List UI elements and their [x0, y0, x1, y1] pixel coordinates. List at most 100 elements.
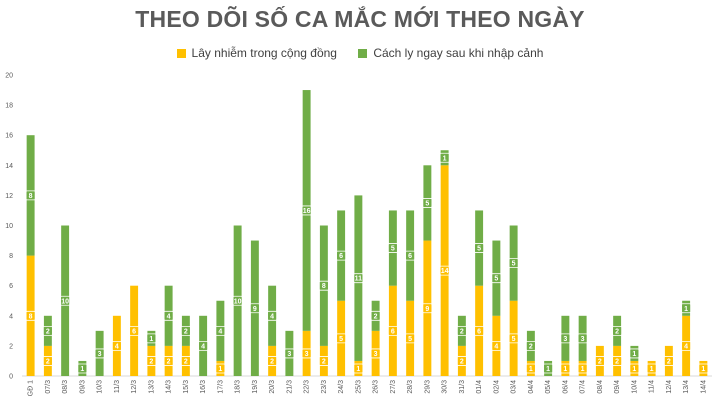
data-label-community: 4 [684, 343, 688, 350]
x-tick-label: 25/3 [355, 380, 362, 394]
x-tick-label: GĐ 1 [28, 380, 35, 396]
data-label-quarantine: 9 [253, 306, 257, 313]
data-label-community-bg [422, 303, 433, 314]
data-label-quarantine: 3 [287, 351, 291, 358]
data-label-quarantine-bg [474, 243, 485, 253]
data-label-quarantine-bg [163, 310, 174, 321]
data-label-community: 1 [650, 366, 654, 373]
x-tick-label: 30/3 [442, 380, 449, 394]
data-label-community: 1 [632, 366, 636, 373]
data-label-community: 2 [667, 358, 671, 365]
data-label-community-bg [387, 325, 398, 336]
data-label-community-bg [439, 265, 450, 276]
data-label-quarantine: 2 [374, 313, 378, 320]
x-tick-label: 17/3 [217, 380, 224, 394]
data-label-community-bg [646, 363, 657, 374]
data-label-community-bg [370, 348, 381, 359]
data-label-quarantine-bg [456, 325, 467, 336]
data-label-quarantine-bg [146, 333, 157, 344]
data-label-quarantine-bg [560, 333, 571, 344]
x-tick-label: 21/3 [286, 380, 293, 394]
data-label-community-bg [215, 363, 226, 374]
data-label-quarantine: 3 [98, 351, 102, 358]
y-tick-label: 8 [9, 253, 13, 260]
data-label-community: 5 [408, 336, 412, 343]
data-label-quarantine: 10 [61, 298, 69, 305]
chart-title: THEO DÕI SỐ CA MẮC MỚI THEO NGÀY [135, 6, 585, 32]
data-label-community: 6 [477, 328, 481, 335]
data-label-community: 5 [339, 336, 343, 343]
data-label-community: 2 [615, 358, 619, 365]
data-label-community: 1 [529, 366, 533, 373]
data-label-community: 1 [218, 366, 222, 373]
data-label-quarantine: 10 [234, 298, 242, 305]
data-label-community-bg [111, 340, 122, 351]
data-label-quarantine-bg [94, 348, 105, 359]
legend-label-quarantine: Cách ly ngay sau khi nhập cảnh [373, 46, 544, 60]
data-label-community-bg [353, 363, 364, 374]
y-tick-label: 18 [5, 103, 13, 110]
x-tick-label: 26/3 [373, 380, 380, 394]
x-tick-label: 20/3 [269, 380, 276, 394]
data-label-quarantine: 8 [322, 283, 326, 290]
data-label-community: 1 [356, 366, 360, 373]
legend-label-community: Lây nhiễm trong cộng đồng [191, 46, 337, 60]
data-label-quarantine: 1 [80, 366, 84, 373]
data-label-quarantine-bg [232, 295, 243, 306]
x-tick-label: 14/4 [700, 380, 707, 394]
x-tick-label: 13/3 [148, 380, 155, 394]
data-label-quarantine-bg [353, 273, 364, 284]
legend-item-quarantine: Cách ly ngay sau khi nhập cảnh [358, 46, 543, 60]
data-label-quarantine: 6 [339, 253, 343, 260]
x-tick-label: 08/3 [62, 380, 69, 394]
x-tick-label: 16/3 [200, 380, 207, 394]
data-label-community-bg [318, 356, 329, 366]
data-label-quarantine-bg [336, 250, 347, 261]
data-label-quarantine: 5 [494, 276, 498, 283]
data-label-community: 5 [512, 336, 516, 343]
data-label-quarantine-bg [249, 303, 260, 314]
data-label-community: 2 [184, 358, 188, 365]
x-tick-label: 27/3 [390, 380, 397, 394]
y-tick-label: 14 [5, 163, 13, 170]
x-tick-label: 07/4 [580, 380, 587, 394]
x-tick-label: 08/4 [597, 380, 604, 394]
data-label-quarantine: 2 [46, 328, 50, 335]
data-label-quarantine-bg [42, 325, 53, 336]
data-label-community: 6 [132, 328, 136, 335]
data-label-quarantine-bg [612, 325, 623, 336]
data-label-quarantine-bg [681, 303, 692, 314]
y-tick-label: 4 [9, 313, 13, 320]
chart-legend: Lây nhiễm trong cộng đồng Cách ly ngay s… [0, 46, 720, 61]
x-tick-label: 02/4 [493, 380, 500, 394]
x-tick-label: 28/3 [407, 380, 414, 394]
data-label-community: 14 [441, 268, 449, 275]
data-label-quarantine: 4 [218, 328, 222, 335]
x-tick-label: 15/3 [183, 380, 190, 394]
data-label-quarantine-bg [198, 340, 209, 351]
y-tick-label: 0 [9, 374, 13, 381]
data-label-quarantine-bg [629, 348, 640, 359]
data-label-quarantine: 2 [460, 328, 464, 335]
data-label-quarantine: 1 [546, 366, 550, 373]
data-label-community: 3 [305, 351, 309, 358]
y-tick-label: 16 [5, 133, 13, 140]
data-label-quarantine: 4 [270, 313, 274, 320]
x-tick-label: 13/4 [683, 380, 690, 394]
data-label-quarantine: 4 [167, 313, 171, 320]
data-label-quarantine-bg [267, 310, 278, 321]
x-tick-label: 24/3 [338, 380, 345, 394]
data-label-quarantine-bg [422, 198, 433, 208]
x-tick-label: 31/3 [459, 380, 466, 394]
data-label-quarantine: 5 [477, 246, 481, 253]
data-label-community: 4 [115, 343, 119, 350]
data-label-community-bg [180, 356, 191, 366]
x-tick-label: 07/3 [45, 380, 52, 394]
data-label-quarantine-bg [439, 152, 450, 163]
data-label-quarantine: 5 [425, 200, 429, 207]
x-tick-label: 10/3 [97, 380, 104, 394]
data-label-community: 2 [46, 358, 50, 365]
data-label-quarantine: 2 [184, 328, 188, 335]
data-label-community-bg [42, 356, 53, 366]
